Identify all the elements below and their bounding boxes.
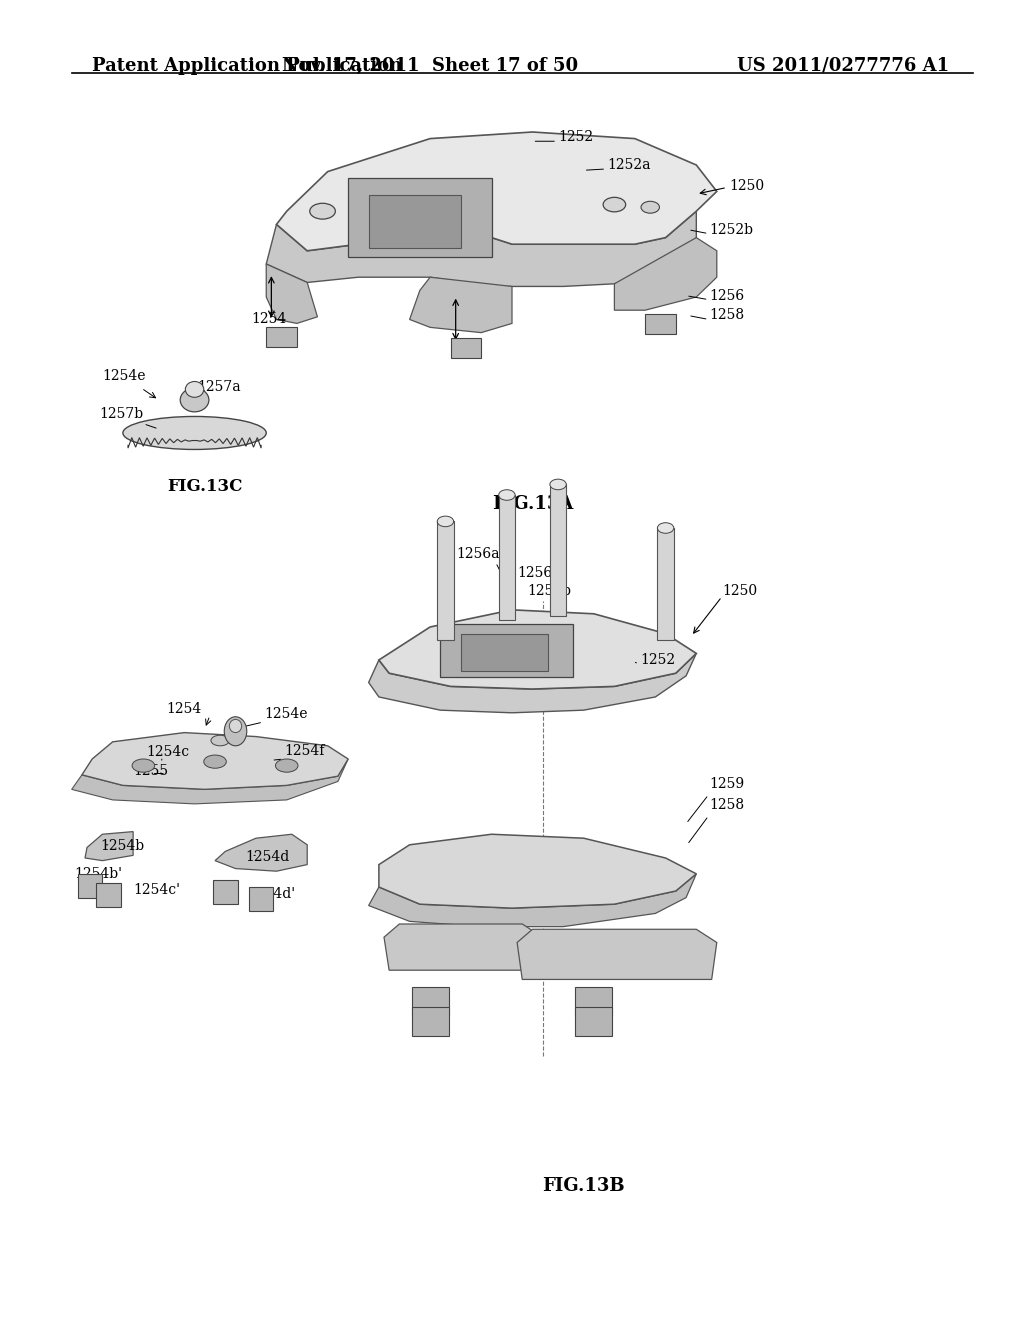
Text: 1256: 1256 (517, 566, 552, 579)
Text: 1254e: 1254e (264, 708, 307, 721)
Text: 1259: 1259 (710, 777, 744, 791)
FancyBboxPatch shape (96, 883, 121, 907)
Ellipse shape (437, 516, 454, 527)
PathPatch shape (266, 211, 696, 286)
PathPatch shape (410, 277, 512, 333)
Text: 1256: 1256 (710, 289, 744, 302)
PathPatch shape (72, 759, 348, 804)
Text: 1256b: 1256b (527, 585, 571, 598)
PathPatch shape (266, 264, 317, 323)
Text: 1254f: 1254f (285, 744, 325, 758)
Text: 1258: 1258 (710, 799, 744, 812)
FancyBboxPatch shape (78, 874, 102, 898)
FancyBboxPatch shape (249, 887, 273, 911)
PathPatch shape (379, 610, 696, 689)
Ellipse shape (180, 388, 209, 412)
Text: 1252a: 1252a (607, 158, 650, 172)
Text: 1254b: 1254b (100, 840, 144, 853)
Ellipse shape (211, 735, 229, 746)
Ellipse shape (603, 198, 626, 213)
Text: FIG.13B: FIG.13B (543, 1177, 625, 1196)
Text: 1252: 1252 (640, 653, 675, 667)
Text: 1255: 1255 (133, 764, 168, 777)
Text: 1258: 1258 (710, 309, 744, 322)
Text: 1254: 1254 (251, 313, 286, 326)
PathPatch shape (215, 834, 307, 871)
Bar (437, 521, 454, 640)
PathPatch shape (369, 653, 696, 713)
Ellipse shape (499, 490, 515, 500)
Text: 1252: 1252 (558, 131, 593, 144)
Text: FIG.13C: FIG.13C (167, 478, 243, 495)
FancyBboxPatch shape (575, 987, 612, 1016)
Text: 1254c': 1254c' (133, 883, 180, 896)
Ellipse shape (224, 717, 247, 746)
Text: Nov. 17, 2011  Sheet 17 of 50: Nov. 17, 2011 Sheet 17 of 50 (282, 57, 579, 75)
Text: 1250: 1250 (722, 585, 757, 598)
Text: 1257a: 1257a (198, 380, 242, 393)
FancyBboxPatch shape (451, 338, 481, 358)
Text: 1257b: 1257b (99, 408, 143, 421)
Text: 1254c: 1254c (146, 746, 189, 759)
FancyBboxPatch shape (348, 178, 492, 257)
FancyBboxPatch shape (412, 1007, 449, 1036)
Text: US 2011/0277776 A1: US 2011/0277776 A1 (737, 57, 949, 75)
PathPatch shape (614, 238, 717, 310)
PathPatch shape (369, 874, 696, 927)
PathPatch shape (276, 132, 717, 251)
Text: FIG.13A: FIG.13A (492, 495, 573, 513)
PathPatch shape (517, 929, 717, 979)
Ellipse shape (204, 755, 226, 768)
FancyBboxPatch shape (266, 327, 297, 347)
FancyBboxPatch shape (645, 314, 676, 334)
FancyBboxPatch shape (369, 195, 461, 248)
Text: 1250: 1250 (729, 180, 764, 193)
PathPatch shape (379, 834, 696, 908)
Text: 1256a: 1256a (457, 548, 500, 561)
PathPatch shape (85, 832, 133, 861)
Ellipse shape (309, 203, 336, 219)
Ellipse shape (132, 759, 155, 772)
Text: 1254: 1254 (166, 702, 201, 715)
Ellipse shape (641, 201, 659, 214)
Bar (499, 495, 515, 620)
FancyBboxPatch shape (440, 624, 573, 677)
Ellipse shape (185, 381, 204, 397)
Text: 1254e: 1254e (102, 370, 145, 383)
FancyBboxPatch shape (461, 634, 548, 671)
PathPatch shape (82, 733, 348, 789)
Ellipse shape (123, 416, 266, 449)
Bar (657, 528, 674, 640)
Ellipse shape (657, 523, 674, 533)
Text: 1254d: 1254d (246, 850, 290, 863)
FancyBboxPatch shape (213, 880, 238, 904)
Text: 1254b': 1254b' (75, 867, 123, 880)
Text: Patent Application Publication: Patent Application Publication (92, 57, 402, 75)
Ellipse shape (275, 759, 298, 772)
Text: 1254d': 1254d' (248, 887, 296, 900)
Ellipse shape (229, 719, 242, 733)
Text: 1252b: 1252b (710, 223, 754, 236)
Bar (550, 484, 566, 616)
FancyBboxPatch shape (575, 1007, 612, 1036)
PathPatch shape (384, 924, 543, 970)
FancyBboxPatch shape (412, 987, 449, 1016)
Ellipse shape (550, 479, 566, 490)
